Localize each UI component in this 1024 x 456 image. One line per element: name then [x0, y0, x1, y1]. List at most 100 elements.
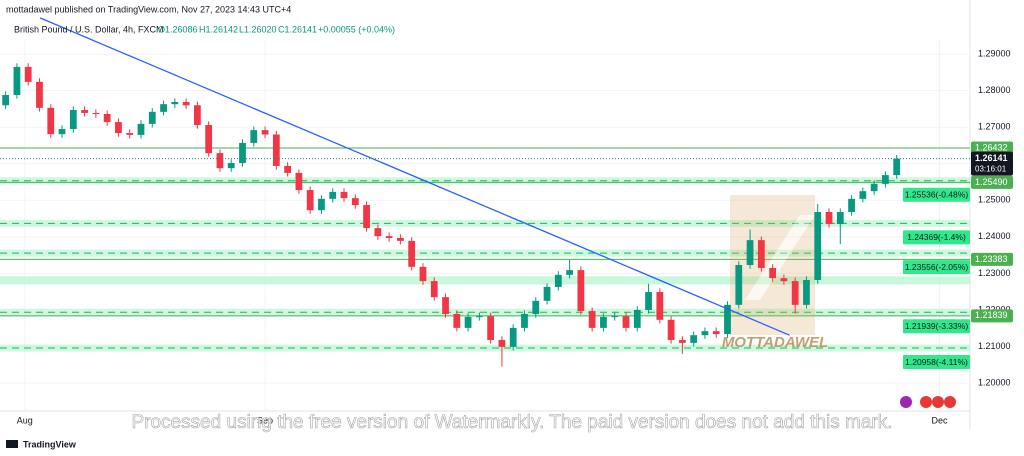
icon[interactable]: [932, 396, 944, 408]
x-tick-label: Dec: [932, 415, 949, 425]
candle-body: [36, 81, 43, 108]
target-box: [903, 187, 970, 202]
candle-body: [690, 335, 698, 343]
candle-body: [600, 316, 607, 328]
last-price-label: 1.26141: [975, 153, 1008, 163]
level-box: [971, 309, 1013, 323]
candle-body: [645, 292, 652, 310]
candle-body: [532, 300, 540, 314]
candle-body: [430, 281, 438, 298]
symbol: British Pound / U.S. Dollar, 4h, FXCM: [14, 24, 164, 34]
candle-body: [103, 114, 111, 123]
level-label: 1.25490: [975, 177, 1008, 187]
y-tick-label: 1.27000: [978, 122, 1011, 132]
candle-body: [160, 104, 167, 112]
candle-body: [475, 316, 483, 318]
levels: [0, 147, 970, 352]
candle-body: [250, 130, 258, 143]
candle-body: [554, 274, 562, 287]
candle-body: [464, 316, 472, 328]
candle-body: [679, 339, 686, 343]
candle-body: [836, 212, 844, 225]
candle-body: [363, 205, 370, 229]
candle-body: [148, 111, 156, 124]
candle-body: [47, 107, 55, 135]
candle-body: [216, 153, 224, 169]
icon[interactable]: [944, 396, 956, 408]
candle-body: [566, 270, 573, 275]
level-box: [971, 141, 1013, 155]
candles: [2, 63, 901, 367]
watermark-note: Processed using the free version of Wate…: [131, 412, 892, 433]
candle-body: [24, 66, 32, 82]
candle-body: [69, 110, 77, 130]
candle-body: [92, 112, 100, 115]
ohlc-high: H1.26142: [199, 24, 238, 34]
ohlc-low: L1.26020: [239, 24, 277, 34]
candle-body: [859, 191, 867, 199]
candle-body: [385, 236, 393, 238]
candle-body: [272, 134, 280, 166]
trendline: [39, 17, 790, 336]
candle-body: [588, 311, 596, 328]
y-tick-label: 1.21000: [978, 341, 1011, 351]
candle-body: [848, 198, 855, 213]
icon[interactable]: [900, 396, 912, 408]
candle-body: [205, 125, 213, 154]
overlay: 1.25536(-0.48%) 1.24369(-1.4%) 1.23556(-2.…: [0, 17, 1013, 370]
candle-body: [227, 163, 235, 169]
y-tick-label: 1.24000: [978, 231, 1011, 241]
candle-body: [58, 129, 66, 135]
candle-body: [329, 191, 337, 199]
candle-body: [791, 281, 799, 305]
candle-body: [712, 331, 720, 335]
candle-body: [115, 122, 122, 134]
candle-body: [724, 304, 731, 335]
candle-body: [453, 313, 461, 328]
target-label: 1.24369(-1.4%): [907, 232, 966, 242]
last-price-box: [971, 151, 1013, 176]
watermark-logo-text: MOTTADAWEL: [722, 334, 828, 351]
candle-body: [803, 279, 810, 305]
candle-body: [757, 240, 765, 268]
candle-body: [633, 309, 641, 328]
icon[interactable]: [920, 396, 932, 408]
y-tick-label: 1.23000: [978, 268, 1011, 278]
target-box: [903, 230, 970, 245]
candle-body: [306, 190, 314, 211]
y-tick-label: 1.29000: [978, 48, 1011, 58]
level-label: 1.26432: [975, 142, 1008, 152]
candle-body: [735, 265, 743, 305]
y-tick-label: 1.28000: [978, 85, 1011, 95]
candle-body: [13, 66, 21, 96]
candle-body: [577, 270, 585, 312]
candle-body: [780, 278, 788, 282]
x-tick-label: Sep: [257, 415, 273, 425]
ohlc-open: O1.26086: [158, 24, 198, 34]
level-box: [971, 175, 1013, 189]
y-tick-label: 1.25000: [978, 195, 1011, 205]
candle-body: [239, 142, 246, 164]
candle-body: [442, 297, 449, 314]
candle-body: [137, 123, 145, 135]
footer-logo: TradingView: [6, 439, 77, 449]
level-label: 1.21839: [975, 310, 1008, 320]
target-box: [903, 319, 970, 334]
target-box: [903, 260, 970, 275]
zone: [0, 276, 970, 285]
candle-body: [419, 266, 427, 282]
published-line: mottadawel published on TradingView.com,…: [6, 4, 291, 14]
target-label: 1.21939(-3.33%): [905, 321, 968, 331]
candle-body: [194, 105, 201, 126]
candle-body: [81, 110, 88, 113]
candle-body: [870, 183, 878, 192]
candle-body: [746, 240, 754, 266]
candle-body: [611, 316, 619, 318]
candle-body: [882, 175, 889, 184]
candle-body: [498, 339, 506, 347]
logo-stripe: [745, 215, 815, 300]
candle-body: [825, 212, 833, 225]
